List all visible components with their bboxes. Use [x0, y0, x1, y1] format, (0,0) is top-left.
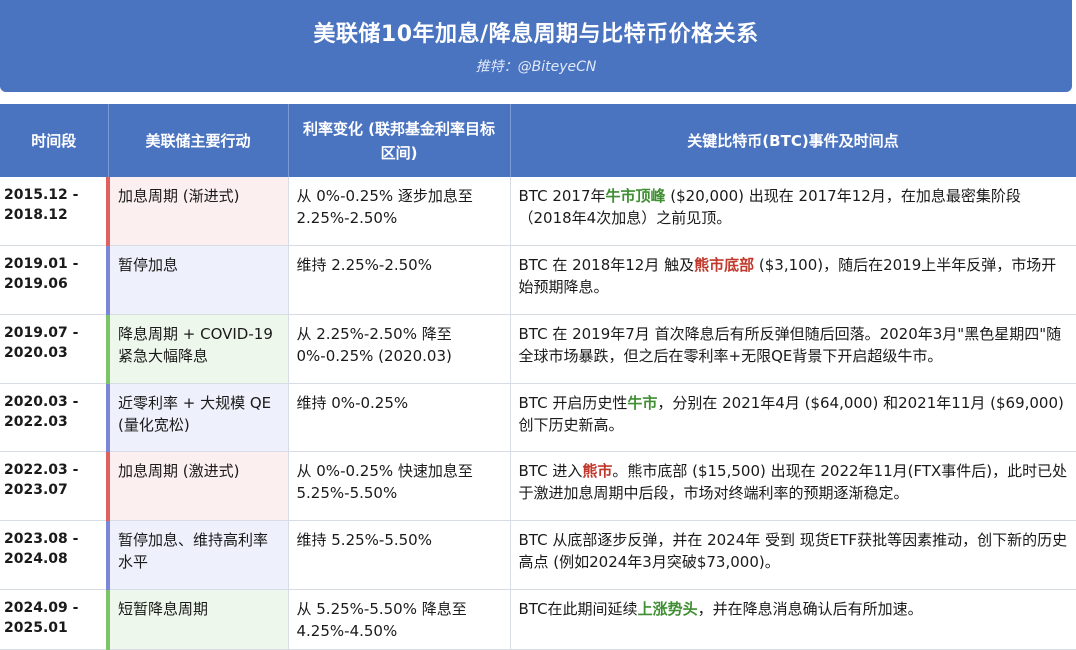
table-row: 2023.08 - 2024.08 暂停加息、维持高利率水平 维持 5.25%-5.5… [0, 520, 1076, 590]
fed-action-text: 加息周期 (渐进式) [118, 187, 240, 205]
btc-keyword: 熊市底部 [694, 255, 755, 274]
rate-change-cell: 维持 2.25%-2.50% [288, 245, 511, 315]
btc-keyword: 牛市 [627, 393, 658, 412]
btc-event-text-continued: ($3,100)，随后在2019上半年反弹，市场开始预期降息。 [518, 255, 1057, 296]
period-start: 2019.07 - [4, 324, 79, 341]
btc-event-text-continued: ，并在降息消息确认后有所加速。 [697, 599, 923, 618]
period-end: 2025.01 [4, 619, 68, 636]
period-start: 2015.12 - [4, 187, 79, 203]
period-cell: 2019.07 - 2020.03 [0, 314, 109, 384]
btc-event-text: BTC 2017年 [518, 187, 606, 205]
page-title: 美联储10年加息/降息周期与比特币价格关系 [313, 22, 759, 47]
btc-event-cell: BTC 2017年牛市顶峰 ($20,000) 出现在 2017年12月，在加息… [510, 177, 1076, 246]
rate-change-cell: 从 5.25%-5.50% 降息至 4.25%-4.50% [288, 589, 511, 650]
period-end: 2019.06 [4, 275, 68, 292]
period-start: 2022.03 - [4, 461, 79, 478]
column-header-rate: 利率变化 (联邦基金利率目标区间) [288, 104, 511, 177]
fed-btc-table: 时间段 美联储主要行动 利率变化 (联邦基金利率目标区间) 关键比特币(BTC)… [0, 104, 1076, 650]
fed-action-cell: 加息周期 (激进式) [106, 451, 289, 521]
btc-event-text: BTC 进入 [518, 461, 583, 480]
period-cell: 2019.01 - 2019.06 [0, 245, 109, 315]
rate-change-cell: 从 2.25%-2.50% 降至 0%-0.25% (2020.03) [288, 314, 511, 384]
period-cell: 2022.03 - 2023.07 [0, 451, 109, 521]
rate-change-text: 维持 2.25%-2.50% [296, 255, 432, 274]
btc-event-cell: BTC在此期间延续上涨势头，并在降息消息确认后有所加速。 [510, 589, 1076, 650]
rate-change-cell: 维持 5.25%-5.50% [288, 520, 511, 590]
btc-event-text: BTC 从底部逐步反弹，并在 2024年 受到 现货ETF获批等因素推动，创下新… [518, 530, 1068, 571]
fed-action-cell: 近零利率 + 大规模 QE (量化宽松) [106, 383, 289, 452]
rate-change-text: 维持 5.25%-5.50% [296, 530, 432, 549]
fed-action-text: 暂停加息、维持高利率水平 [118, 530, 269, 571]
period-cell: 2015.12 - 2018.12 [0, 177, 109, 246]
table-row: 2019.01 - 2019.06 暂停加息 维持 2.25%-2.50% BTC 在 … [0, 245, 1076, 315]
rate-change-cell: 维持 0%-0.25% [288, 383, 511, 452]
table-row: 2015.12 - 2018.12 加息周期 (渐进式) 从 0%-0.25% 逐步加… [0, 177, 1076, 246]
fed-action-cell: 加息周期 (渐进式) [106, 177, 289, 246]
btc-event-cell: BTC 开启历史性牛市，分别在 2021年4月 ($64,000) 和2021年… [510, 383, 1076, 452]
fed-action-cell: 降息周期 + COVID-19 紧急大幅降息 [106, 314, 289, 384]
period-end: 2023.07 [4, 481, 68, 498]
btc-keyword: 熊市 [582, 461, 613, 480]
period-cell: 2020.03 - 2022.03 [0, 383, 109, 452]
page-subtitle: 推特：@BiteyeCN [475, 59, 597, 75]
table-row: 2020.03 - 2022.03 近零利率 + 大规模 QE (量化宽松) 维持 0… [0, 383, 1076, 452]
title-banner: 美联储10年加息/降息周期与比特币价格关系 推特：@BiteyeCN [0, 0, 1072, 92]
btc-event-text-continued: ，分别在 2021年4月 ($64,000) 和2021年11月 ($69,00… [518, 393, 1064, 434]
table-row: 2024.09 - 2025.01 短暂降息周期 从 5.25%-5.50% 降息至 … [0, 589, 1076, 650]
column-header-action: 美联储主要行动 [108, 104, 289, 177]
fed-action-text: 短暂降息周期 [118, 599, 209, 618]
fed-action-text: 暂停加息 [118, 255, 179, 274]
period-end: 2018.12 [4, 207, 68, 223]
btc-event-cell: BTC 进入熊市。熊市底部 ($15,500) 出现在 2022年11月(FTX… [510, 451, 1076, 521]
btc-keyword: 牛市顶峰 [605, 187, 666, 205]
rate-change-cell: 从 0%-0.25% 快速加息至 5.25%-5.50% [288, 451, 511, 521]
column-header-period: 时间段 [0, 104, 109, 177]
rate-change-text: 从 0%-0.25% 逐步加息至 2.25%-2.50% [296, 187, 473, 227]
rate-change-text: 从 0%-0.25% 快速加息至 5.25%-5.50% [296, 461, 473, 502]
period-start: 2024.09 - [4, 599, 79, 616]
btc-event-cell: BTC 从底部逐步反弹，并在 2024年 受到 现货ETF获批等因素推动，创下新… [510, 520, 1076, 590]
period-cell: 2024.09 - 2025.01 [0, 589, 109, 650]
btc-event-text: BTC 在 2018年12月 触及 [518, 255, 695, 274]
period-start: 2020.03 - [4, 393, 79, 410]
rate-change-text: 从 2.25%-2.50% 降至 0%-0.25% (2020.03) [296, 324, 452, 365]
btc-event-cell: BTC 在 2019年7月 首次降息后有所反弹但随后回落。2020年3月"黑色星… [510, 314, 1076, 384]
fed-action-cell: 短暂降息周期 [106, 589, 289, 650]
btc-event-text-continued: ($20,000) 出现在 2017年12月，在加息最密集阶段（2018年4次加… [518, 187, 1021, 227]
btc-event-cell: BTC 在 2018年12月 触及熊市底部 ($3,100)，随后在2019上半… [510, 245, 1076, 315]
table-header-row: 时间段 美联储主要行动 利率变化 (联邦基金利率目标区间) 关键比特币(BTC)… [0, 104, 1076, 177]
column-header-btc: 关键比特币(BTC)事件及时间点 [510, 104, 1076, 177]
fed-action-text: 近零利率 + 大规模 QE (量化宽松) [118, 393, 272, 434]
period-end: 2024.08 [4, 550, 68, 567]
fed-action-text: 降息周期 + COVID-19 紧急大幅降息 [118, 324, 273, 365]
period-end: 2020.03 [4, 344, 68, 361]
btc-event-text: BTC 在 2019年7月 首次降息后有所反弹但随后回落。2020年3月"黑色星… [518, 324, 1062, 365]
btc-keyword: 上涨势头 [637, 599, 698, 618]
fed-action-cell: 暂停加息、维持高利率水平 [106, 520, 289, 590]
table-row: 2022.03 - 2023.07 加息周期 (激进式) 从 0%-0.25% 快速加… [0, 451, 1076, 521]
btc-event-text-continued: 。熊市底部 ($15,500) 出现在 2022年11月(FTX事件后)，此时已… [518, 461, 1068, 502]
table-body: 2015.12 - 2018.12 加息周期 (渐进式) 从 0%-0.25% 逐步加… [0, 177, 1076, 650]
rate-change-cell: 从 0%-0.25% 逐步加息至 2.25%-2.50% [288, 177, 511, 246]
period-cell: 2023.08 - 2024.08 [0, 520, 109, 590]
fed-action-cell: 暂停加息 [106, 245, 289, 315]
btc-event-text: BTC在此期间延续 [518, 599, 638, 618]
period-end: 2022.03 [4, 413, 68, 430]
rate-change-text: 维持 0%-0.25% [296, 393, 409, 412]
btc-event-text: BTC 开启历史性 [518, 393, 628, 412]
period-start: 2023.08 - [4, 530, 79, 547]
table-row: 2019.07 - 2020.03 降息周期 + COVID-19 紧急大幅降息从 … [0, 314, 1076, 384]
fed-action-text: 加息周期 (激进式) [118, 461, 240, 480]
period-start: 2019.01 - [4, 255, 79, 272]
rate-change-text: 从 5.25%-5.50% 降息至 4.25%-4.50% [296, 599, 467, 640]
